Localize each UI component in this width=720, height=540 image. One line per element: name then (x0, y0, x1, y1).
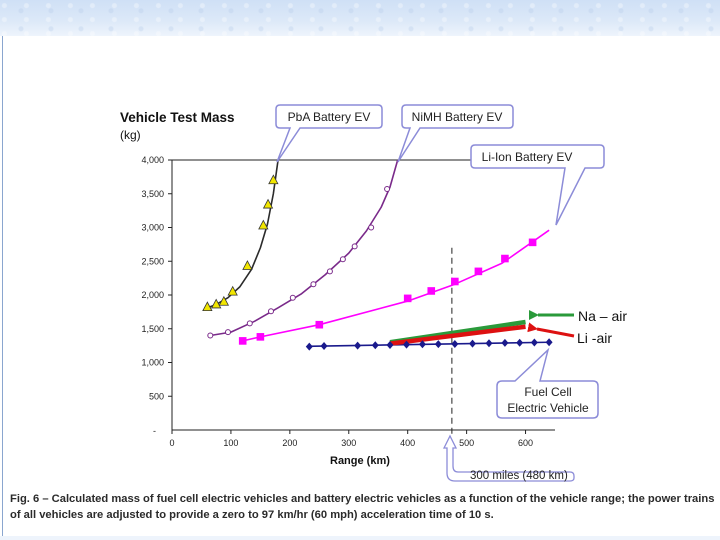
series-lines (205, 159, 550, 348)
callout-pba: PbA Battery EV (275, 104, 383, 163)
x-tick-labels: 0 100 200 300 400 500 600 (169, 438, 533, 448)
marker-fuelcell-point (530, 338, 538, 347)
marker-fuelcell-point (451, 339, 459, 348)
series-line-li_air (389, 324, 526, 346)
marker-fuelcell-point (545, 338, 553, 347)
li-air-label: Li -air (577, 330, 612, 346)
callout-liion: Li-Ion Battery EV (470, 144, 605, 226)
series-line-nimh (210, 159, 399, 337)
x-tick-label: 400 (400, 438, 415, 448)
marker-fuelcell-point (501, 338, 509, 347)
marker-pba-point (258, 219, 269, 230)
marker-fuelcell-point (485, 339, 493, 348)
marker-nimh-point (368, 224, 375, 231)
marker-pba-point (262, 198, 274, 209)
marker-fuelcell-point (354, 341, 362, 350)
marker-liion-point (256, 333, 265, 341)
marker-liion-point (427, 287, 436, 295)
y-tick-label: 1,500 (141, 324, 164, 334)
marker-fuelcell-point (403, 340, 411, 349)
marker-nimh-point (310, 281, 317, 288)
series-line-fuelcell (307, 341, 550, 348)
callout-300-miles-label: 300 miles (480 km) (470, 470, 568, 482)
x-axis-label: Range (km) (330, 455, 390, 467)
marker-nimh-point (384, 186, 391, 193)
y-axis-label: (kg) (120, 128, 141, 142)
marker-fuelcell-point (320, 341, 328, 350)
marker-nimh-point (267, 308, 274, 315)
slide-header-pattern (0, 0, 720, 36)
x-tick-label: 300 (341, 438, 356, 448)
callout-fuelcell: Fuel Cell Electric Vehicle (496, 347, 599, 419)
y-tick-label: 500 (149, 391, 164, 401)
marker-liion-point (474, 267, 483, 276)
marker-nimh-point (326, 268, 333, 275)
callout-nimh-label: NiMH Battery EV (412, 110, 503, 124)
marker-liion-point (451, 277, 459, 286)
marker-fuelcell-point (386, 340, 394, 349)
y-tick-label: 3,000 (141, 223, 164, 233)
callout-fuelcell-line1: Fuel Cell (524, 385, 571, 399)
slide-left-rule (2, 36, 3, 540)
x-tick-label: 500 (459, 438, 474, 448)
marker-pba-point (211, 298, 222, 309)
series-line-pba (205, 159, 279, 310)
callout-nimh: NiMH Battery EV (397, 104, 514, 163)
y-tick-label: 2,000 (141, 290, 164, 300)
marker-nimh-point (289, 294, 296, 301)
li-air-arrow (527, 322, 575, 338)
marker-fuelcell-point (371, 341, 379, 350)
x-tick-label: 0 (169, 438, 174, 448)
series-markers (202, 174, 553, 351)
marker-fuelcell-point (516, 338, 524, 347)
marker-pba-point (227, 285, 238, 296)
callout-liion-label: Li-Ion Battery EV (482, 150, 573, 164)
y-tick-label: 3,500 (141, 189, 164, 199)
callout-pba-label: PbA Battery EV (288, 110, 371, 124)
marker-liion-point (528, 238, 537, 247)
marker-pba-point (242, 260, 253, 270)
marker-nimh-point (207, 332, 214, 339)
y-tick-label: 2,500 (141, 256, 164, 266)
marker-nimh-point (351, 243, 358, 250)
marker-nimh-point (224, 329, 231, 336)
axes (168, 159, 555, 434)
figure-caption: Fig. 6 – Calculated mass of fuel cell el… (10, 493, 715, 521)
marker-liion-point (501, 254, 509, 263)
marker-liion-point (238, 337, 247, 345)
callout-300-miles: 300 miles (480 km) (442, 434, 575, 482)
slide-bottom-band (0, 536, 720, 540)
marker-pba-point (202, 301, 213, 312)
slide-header-banner (0, 0, 720, 36)
marker-fuelcell-point (469, 339, 477, 348)
marker-fuelcell-point (418, 340, 426, 349)
y-tick-label: 4,000 (141, 155, 164, 165)
y-tick-labels: 500 1,000 1,500 2,000 2,500 3,000 3,500 4,000 (141, 155, 164, 401)
marker-nimh-point (246, 320, 253, 327)
marker-pba-point (218, 295, 230, 306)
marker-nimh-point (339, 256, 346, 263)
y-tick-label: 1,000 (141, 358, 164, 368)
marker-pba-point (268, 174, 279, 185)
marker-liion-point (315, 320, 324, 329)
y-tick-bottom-dash: - (153, 426, 156, 436)
chart-title: Vehicle Test Mass (120, 110, 235, 125)
na-air-label: Na – air (578, 308, 627, 324)
marker-fuelcell-point (434, 340, 442, 349)
marker-fuelcell-point (305, 342, 313, 351)
marker-liion-point (403, 294, 412, 303)
x-tick-label: 600 (518, 438, 533, 448)
callout-fuelcell-line2: Electric Vehicle (507, 401, 589, 415)
x-tick-label: 200 (282, 438, 297, 448)
x-tick-label: 100 (223, 438, 238, 448)
